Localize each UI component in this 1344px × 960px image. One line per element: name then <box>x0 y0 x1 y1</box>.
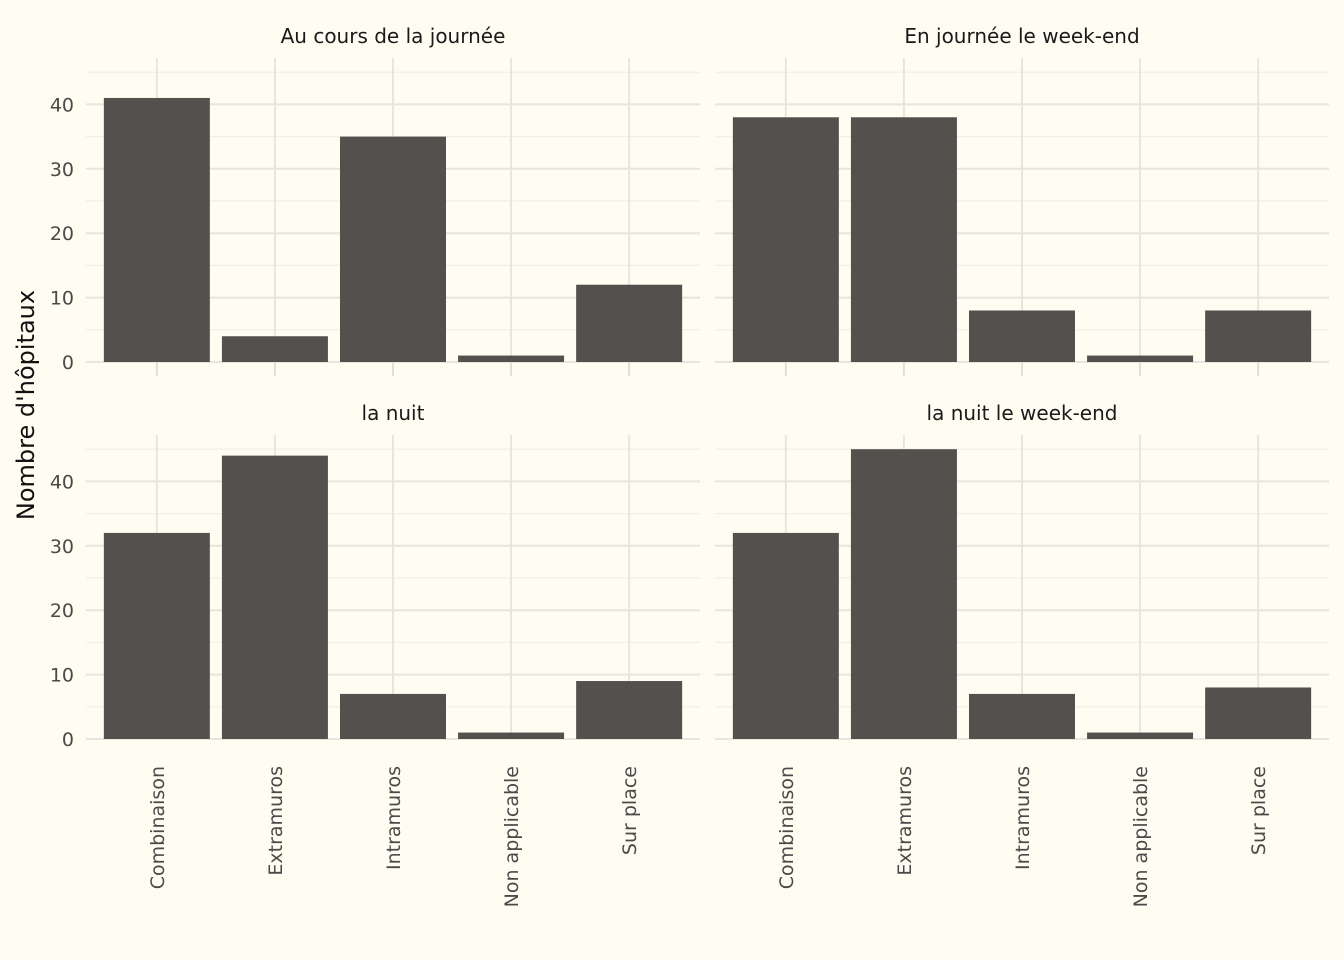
bar <box>1205 310 1312 362</box>
bar <box>1087 732 1194 739</box>
x-tick-label: Sur place <box>619 766 641 855</box>
bar <box>103 532 210 739</box>
x-tick-label: Extramuros <box>894 766 916 876</box>
bar <box>458 732 565 739</box>
y-tick-label: 40 <box>50 94 74 116</box>
bar <box>850 117 957 362</box>
facet-title: la nuit le week-end <box>927 401 1118 425</box>
x-tick-label: Intramuros <box>1012 766 1034 870</box>
x-tick-label: Intramuros <box>383 766 405 870</box>
y-tick-label: 40 <box>50 471 74 493</box>
bar <box>103 97 210 363</box>
y-tick-label: 10 <box>50 665 74 687</box>
facet-panel: En journée le week-end <box>715 24 1329 376</box>
y-tick-label: 10 <box>50 288 74 310</box>
bar <box>732 117 839 362</box>
bar <box>969 693 1075 739</box>
bar <box>576 284 683 362</box>
x-tick-label: Sur place <box>1248 766 1270 855</box>
bar <box>340 136 446 362</box>
y-tick-label: 30 <box>50 159 74 181</box>
facet-title: En journée le week-end <box>904 24 1139 48</box>
x-tick-label: Combinaison <box>147 766 169 889</box>
x-tick-label: Combinaison <box>776 766 798 889</box>
x-tick-label: Non applicable <box>1130 766 1152 907</box>
facet-panel: Au cours de la journée 0 10 20 30 40 <box>50 24 700 376</box>
bar <box>1087 355 1194 362</box>
bar <box>458 355 565 362</box>
y-tick-label: 20 <box>50 223 74 245</box>
y-tick-label: 30 <box>50 536 74 558</box>
bar <box>1205 687 1312 739</box>
facet-title: Au cours de la journée <box>281 24 506 48</box>
y-axis-label: Nombre d'hôpitaux <box>12 290 40 520</box>
bar <box>221 336 328 362</box>
y-tick-label: 0 <box>62 729 74 751</box>
bar <box>576 681 683 739</box>
y-tick-label: 0 <box>62 352 74 374</box>
bar <box>221 455 328 739</box>
facet-panels: Au cours de la journée 0 10 20 30 40 En journé… <box>50 24 1329 907</box>
facet-panel: la nuit le week-end Combinaison Extramuros… <box>715 401 1329 907</box>
facet-panel: la nuit 0 10 20 30 40 Combinaison Extramuros Int… <box>50 401 700 907</box>
bar <box>969 310 1075 362</box>
bar <box>340 693 446 739</box>
x-tick-label: Extramuros <box>265 766 287 876</box>
bar <box>732 532 839 739</box>
x-tick-label: Non applicable <box>501 766 523 907</box>
y-tick-label: 20 <box>50 600 74 622</box>
facet-title: la nuit <box>362 401 425 425</box>
bar <box>850 449 957 739</box>
